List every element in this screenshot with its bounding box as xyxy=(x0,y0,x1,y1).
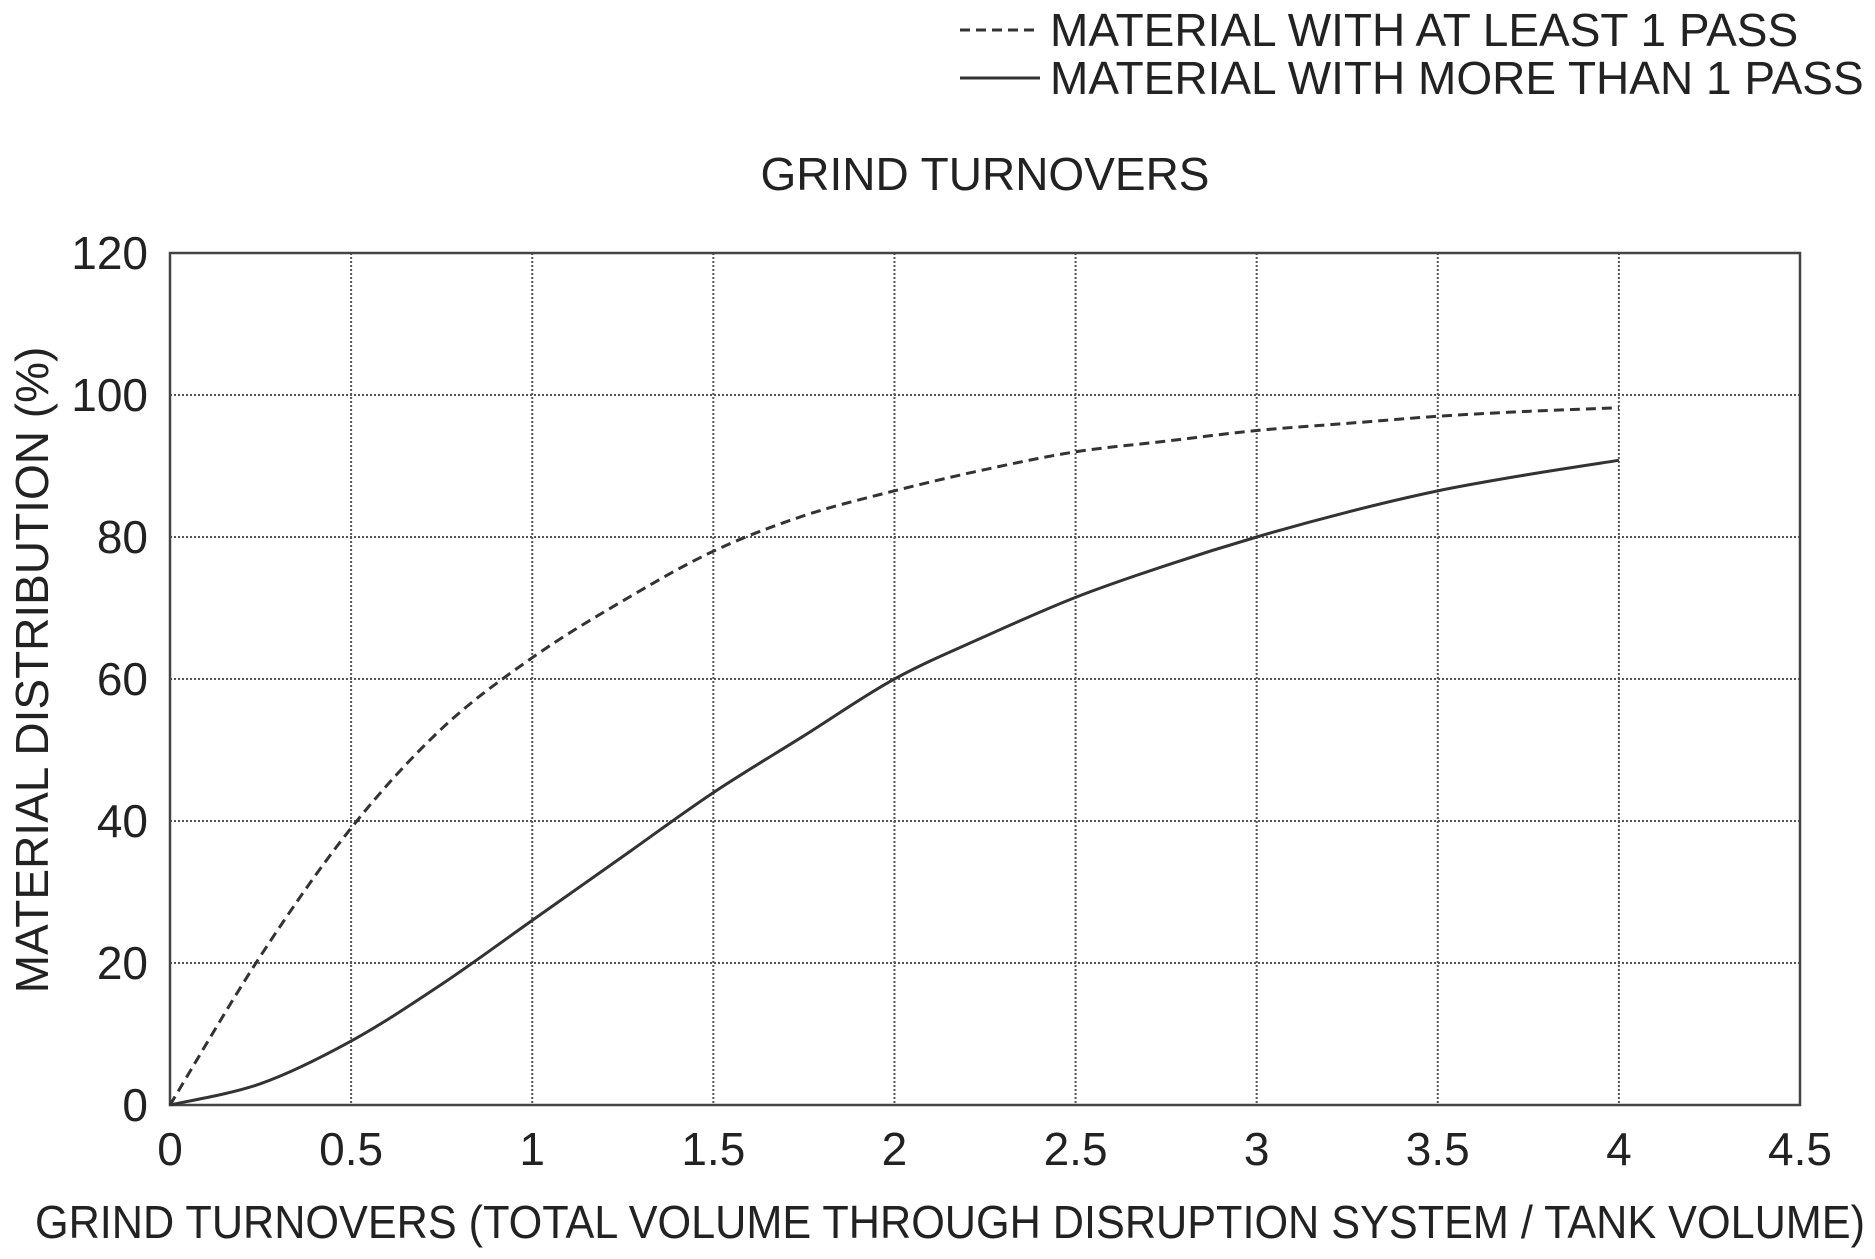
y-tick-label: 80 xyxy=(97,511,148,563)
x-tick-label: 1.5 xyxy=(681,1123,745,1175)
x-tick-label: 1 xyxy=(519,1123,545,1175)
y-axis-ticks: 0 20 40 60 80 100 120 xyxy=(71,227,148,1131)
x-tick-label: 2 xyxy=(882,1123,908,1175)
x-tick-label: 4.5 xyxy=(1768,1123,1832,1175)
x-axis-ticks: 0 0.5 1 1.5 2 2.5 3 3.5 4 4.5 xyxy=(157,1123,1832,1175)
y-axis-title: MATERIAL DISTRIBUTION (%) xyxy=(6,347,58,994)
x-tick-label: 0 xyxy=(157,1123,183,1175)
series-line-at-least-1-pass xyxy=(170,408,1619,1105)
x-tick-label: 4 xyxy=(1606,1123,1632,1175)
x-tick-label: 3.5 xyxy=(1406,1123,1470,1175)
x-tick-label: 3 xyxy=(1244,1123,1270,1175)
y-tick-label: 60 xyxy=(97,653,148,705)
y-tick-label: 40 xyxy=(97,795,148,847)
y-tick-label: 20 xyxy=(97,937,148,989)
y-tick-label: 0 xyxy=(122,1079,148,1131)
chart-title: GRIND TURNOVERS xyxy=(761,148,1210,200)
x-tick-label: 0.5 xyxy=(319,1123,383,1175)
legend: MATERIAL WITH AT LEAST 1 PASS MATERIAL W… xyxy=(960,4,1864,104)
y-tick-label: 120 xyxy=(71,227,148,279)
legend-label-more-than-1-pass: MATERIAL WITH MORE THAN 1 PASS xyxy=(1050,52,1864,104)
series-layer xyxy=(170,408,1619,1105)
y-tick-label: 100 xyxy=(71,369,148,421)
x-axis-title: GRIND TURNOVERS (TOTAL VOLUME THROUGH DI… xyxy=(35,1196,1865,1248)
x-tick-label: 2.5 xyxy=(1044,1123,1108,1175)
grid xyxy=(170,253,1800,1105)
legend-label-at-least-1-pass: MATERIAL WITH AT LEAST 1 PASS xyxy=(1050,4,1798,56)
